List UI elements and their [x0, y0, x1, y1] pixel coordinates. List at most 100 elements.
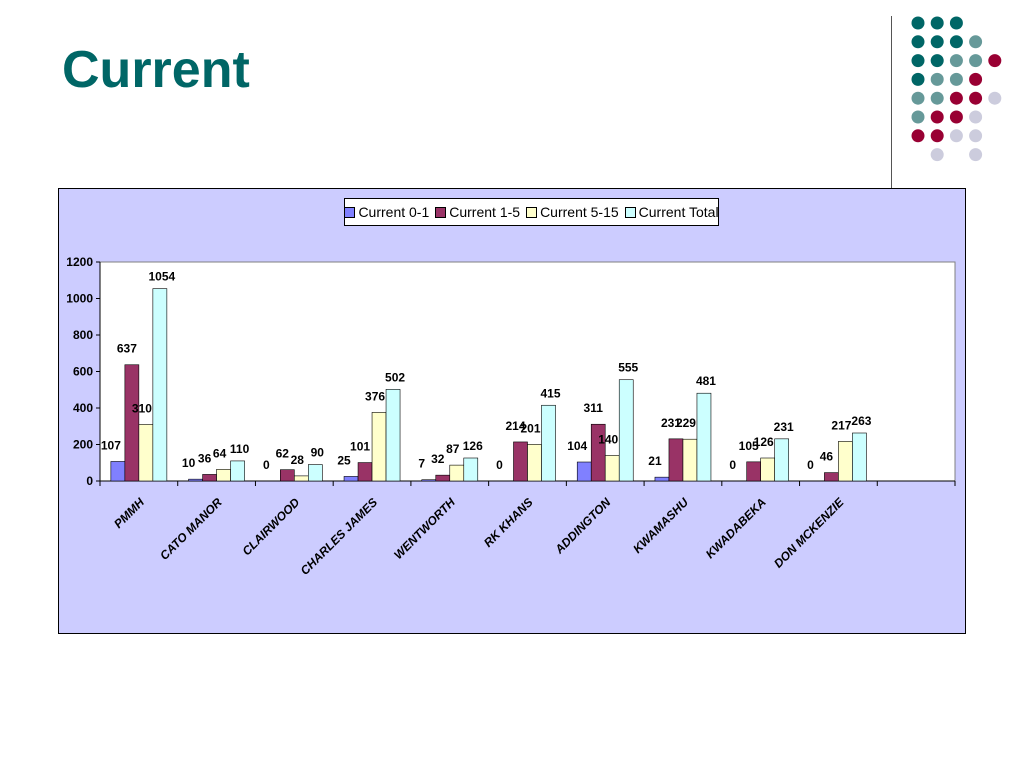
data-label: 126 — [754, 435, 774, 449]
legend-swatch — [435, 206, 447, 218]
data-label: 110 — [230, 442, 250, 456]
data-label: 21 — [648, 454, 662, 468]
data-label: 10 — [182, 456, 196, 470]
legend-swatch — [624, 206, 636, 218]
bar — [852, 432, 867, 482]
data-label: 481 — [696, 374, 716, 388]
bar — [371, 412, 387, 482]
data-label: 25 — [337, 453, 351, 467]
y-tick-label: 400 — [73, 401, 93, 415]
bar — [463, 457, 479, 482]
x-category-label: CHARLES JAMES — [298, 495, 381, 578]
data-label: 36 — [198, 451, 212, 465]
legend-label: Current 1-5 — [449, 204, 521, 220]
bar — [138, 424, 154, 482]
data-label: 310 — [132, 401, 152, 415]
legend-label: Current 5-15 — [540, 204, 619, 220]
data-label: 105 — [739, 439, 759, 453]
bar — [294, 475, 309, 482]
bar — [824, 472, 839, 482]
x-category-label: KWAMASHU — [630, 495, 691, 556]
data-label: 311 — [584, 401, 604, 415]
bar — [604, 455, 620, 482]
bar — [124, 364, 140, 482]
bar — [774, 438, 789, 482]
legend-item: Current Total — [624, 204, 719, 220]
bar — [541, 404, 556, 482]
x-category-label: WENTWORTH — [391, 495, 458, 562]
bar — [202, 474, 217, 482]
y-tick-label: 200 — [73, 438, 93, 452]
data-label: 201 — [520, 421, 540, 435]
data-label: 502 — [385, 370, 405, 384]
data-label: 229 — [676, 416, 696, 430]
bar — [152, 288, 168, 482]
data-label: 214 — [505, 419, 525, 433]
divider-line — [891, 16, 892, 188]
bar — [576, 461, 592, 482]
bar — [435, 474, 451, 482]
x-category-label: KWADABEKA — [703, 495, 769, 561]
bar — [385, 389, 401, 482]
data-label: 415 — [540, 386, 560, 400]
x-category-label: RK KHANS — [481, 495, 536, 550]
data-label: 87 — [446, 442, 460, 456]
y-tick-label: 1000 — [66, 292, 93, 306]
chart-legend: Current 0-1 Current 1-5 Current 5-15 Curren… — [344, 198, 719, 226]
bar — [527, 444, 542, 482]
data-label: 1054 — [149, 270, 176, 284]
legend-swatch — [344, 206, 356, 218]
data-label: 101 — [350, 440, 370, 454]
data-label: 376 — [365, 389, 385, 403]
legend-item: Current 1-5 — [435, 204, 520, 220]
bar — [746, 461, 761, 482]
bar — [838, 441, 853, 482]
legend-item: Current 0-1 — [344, 204, 429, 220]
bar — [760, 457, 775, 482]
y-tick-label: 800 — [73, 328, 93, 342]
data-label: 555 — [618, 361, 638, 375]
bar — [590, 423, 606, 482]
data-label: 62 — [276, 447, 290, 461]
legend-label: Current Total — [638, 204, 719, 220]
data-label: 140 — [598, 432, 618, 446]
bar — [343, 476, 359, 482]
legend-label: Current 0-1 — [358, 204, 430, 220]
bar — [696, 392, 712, 482]
bar — [654, 476, 670, 482]
x-category-label: CATO MANOR — [157, 495, 225, 563]
bar — [421, 479, 437, 482]
legend-item: Current 5-15 — [526, 204, 619, 220]
bar — [449, 464, 465, 482]
data-label: 28 — [291, 453, 305, 467]
x-category-label: DON MCKENZIE — [771, 495, 847, 571]
slide-title: Current — [62, 41, 250, 99]
data-label: 0 — [263, 458, 270, 472]
data-label: 0 — [496, 458, 503, 472]
y-tick-label: 600 — [73, 365, 93, 379]
x-category-label: ADDINGTON — [552, 495, 614, 557]
data-label: 126 — [463, 439, 483, 453]
bar — [618, 379, 634, 482]
data-label: 0 — [729, 458, 736, 472]
bar — [188, 478, 203, 482]
data-label: 217 — [831, 418, 851, 432]
bar — [682, 438, 698, 482]
x-category-label: PMMH — [111, 495, 147, 531]
data-label: 107 — [101, 438, 121, 452]
bar — [357, 462, 373, 482]
x-category-label: CLAIRWOOD — [239, 495, 302, 558]
data-label: 90 — [311, 446, 325, 460]
data-label: 7 — [418, 457, 425, 471]
y-tick-label: 0 — [86, 474, 93, 488]
data-label: 231 — [661, 416, 681, 430]
data-label: 32 — [431, 452, 445, 466]
bar — [668, 438, 684, 482]
data-label: 263 — [851, 414, 871, 428]
bar — [110, 461, 126, 482]
data-label: 0 — [807, 458, 814, 472]
data-label: 64 — [213, 446, 227, 460]
data-label: 637 — [117, 342, 137, 356]
y-tick-label: 1200 — [66, 255, 93, 269]
